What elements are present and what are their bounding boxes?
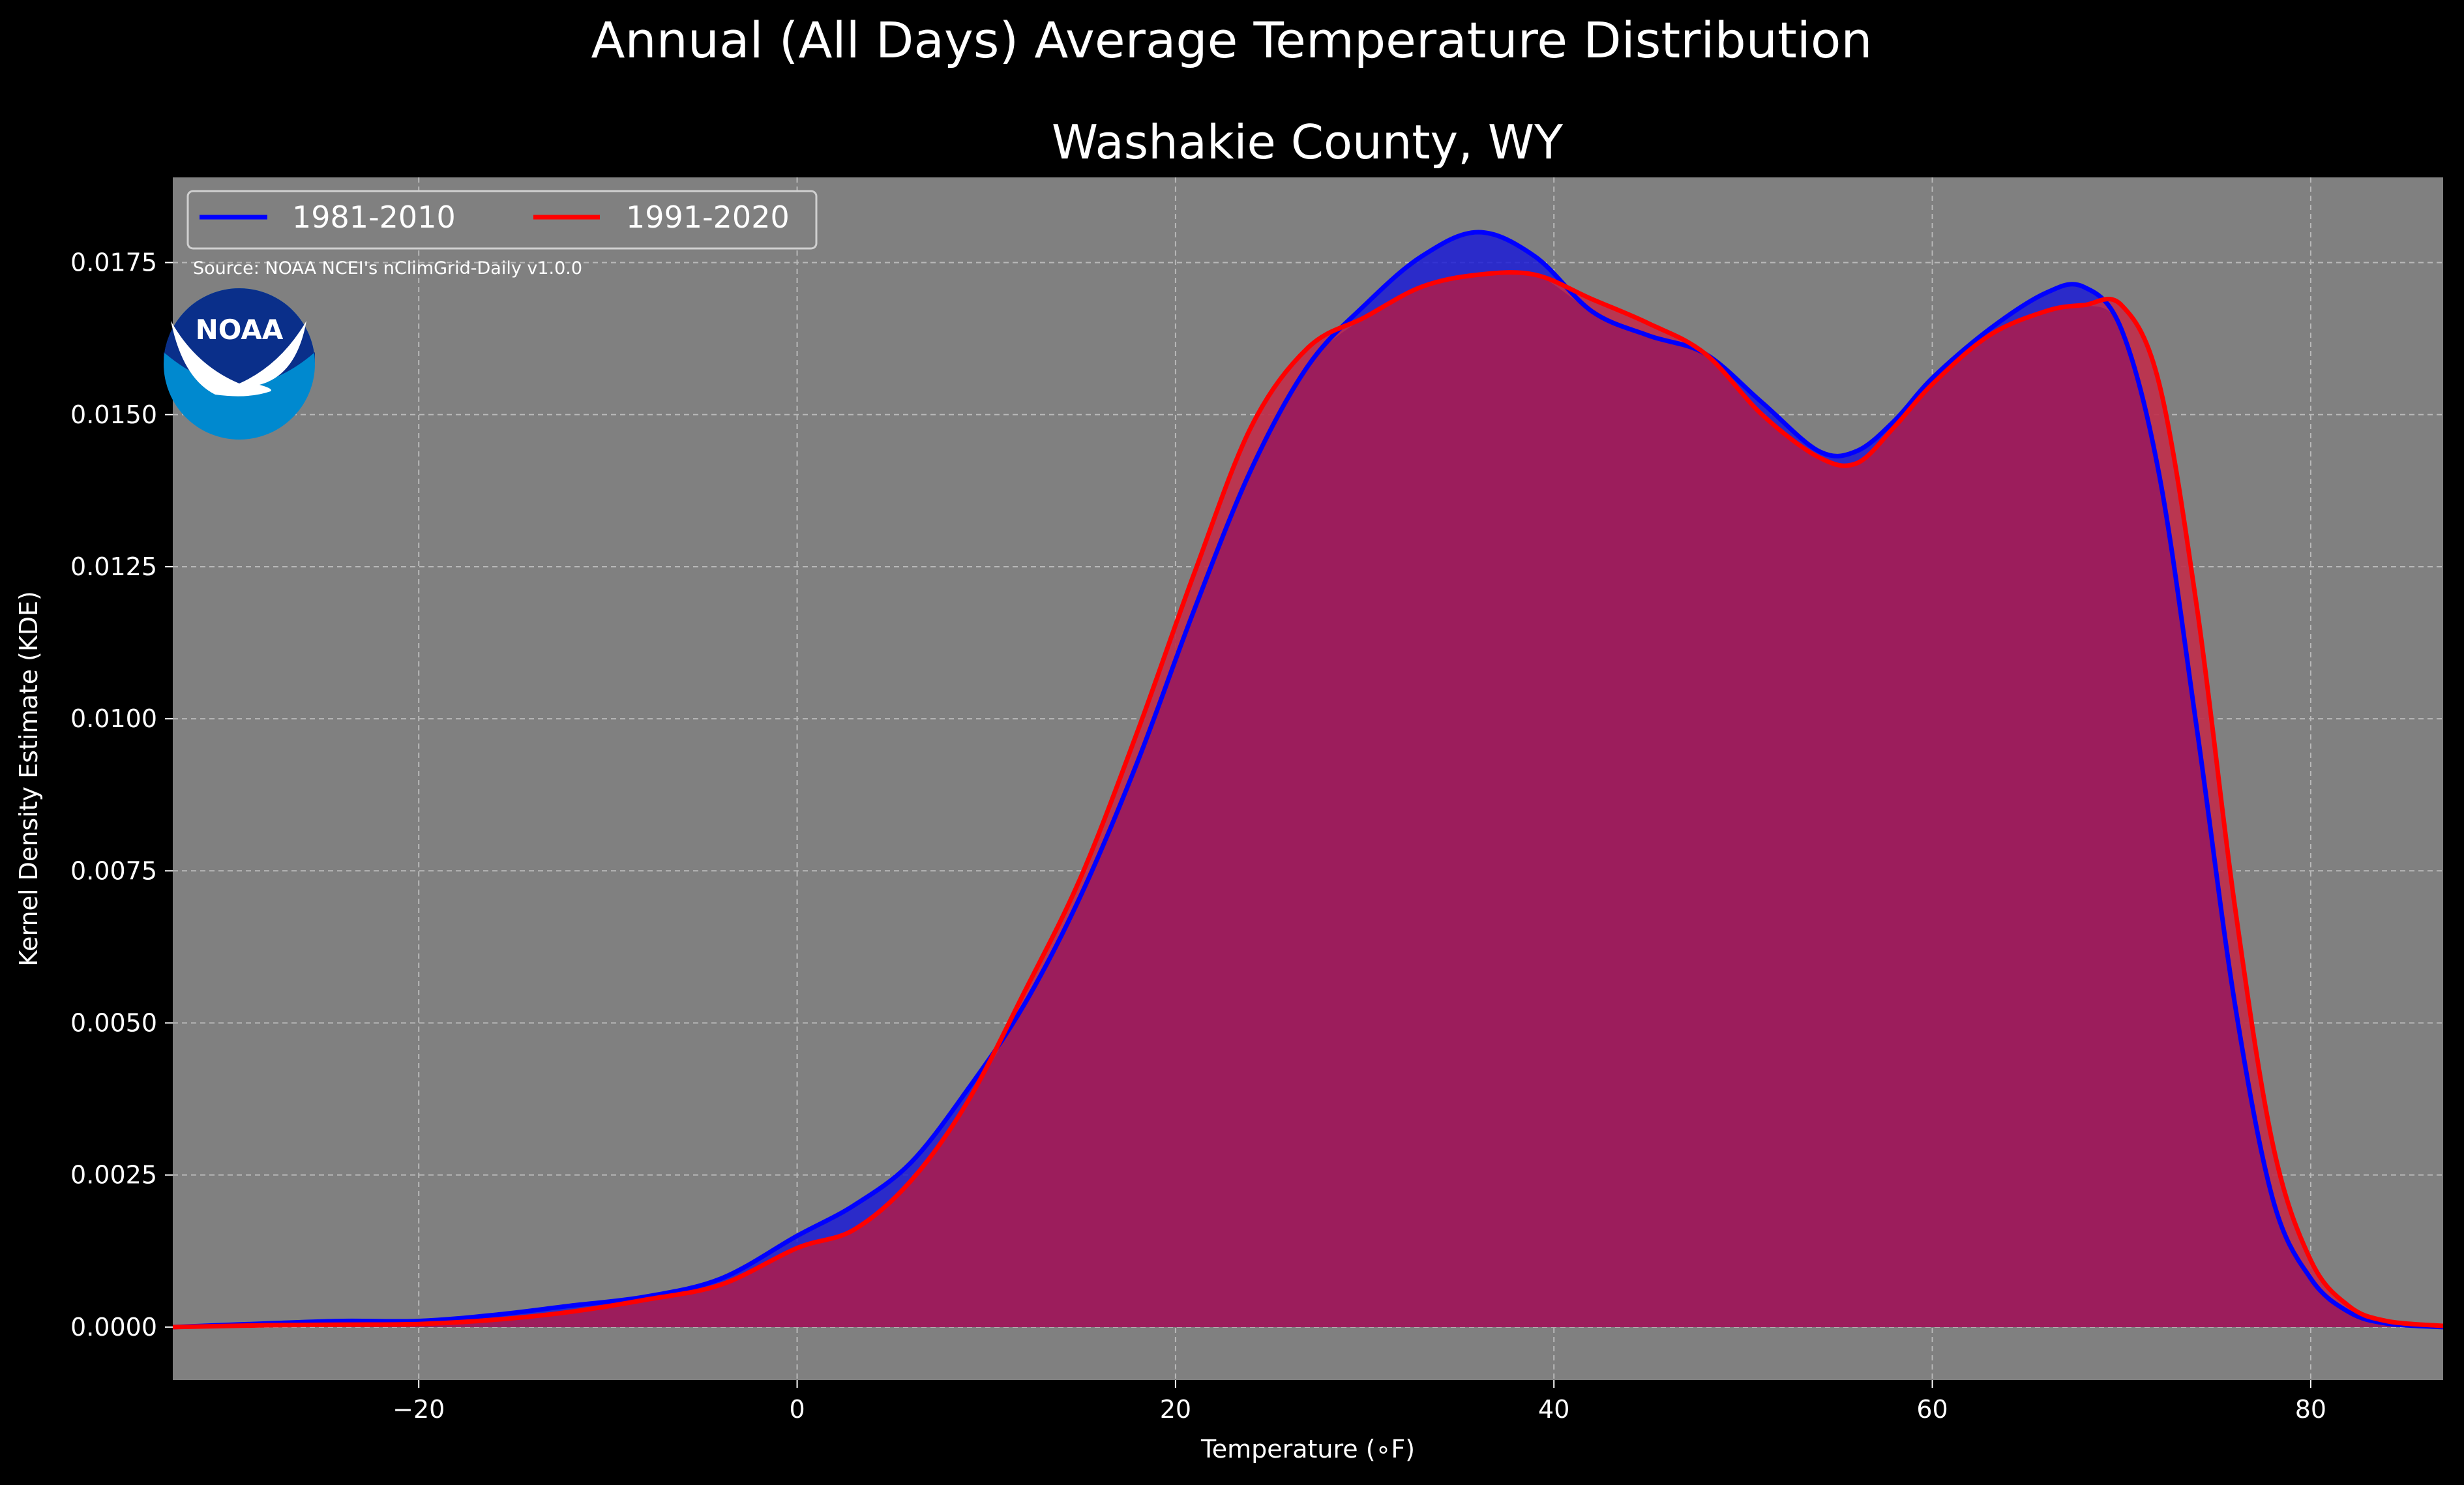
line-1991-2020 [173,270,2443,1330]
y-tick-label: 0.0175 [70,248,157,277]
axis-ticks: −20 0 20 40 60 80 0.0000 0.0025 0.0050 0.0075 0.01… [70,248,2326,1424]
x-tick-label: 40 [1538,1395,1569,1424]
legend-label-1981-2010: 1981-2010 [292,200,456,235]
source-note: Source: NOAA NCEI's nClimGrid-Daily v1.0… [193,258,582,278]
x-tick-label: 60 [1916,1395,1948,1424]
density-fills [173,232,2443,1327]
y-tick-label: 0.0050 [70,1008,157,1037]
y-tick-label: 0.0000 [70,1313,157,1342]
y-axis-label: Kernel Density Estimate (KDE) [14,591,43,967]
y-tick-label: 0.0075 [70,856,157,885]
y-tick-label: 0.0150 [70,400,157,429]
chart-title: Washakie County, WY [1052,115,1564,170]
y-tick-label: 0.0100 [70,704,157,733]
noaa-logo: NOAA [164,288,315,440]
line-1981-2010 [173,230,2443,1330]
y-tick-label: 0.0025 [70,1161,157,1190]
x-tick-label: −20 [393,1395,445,1424]
x-axis-label: Temperature (∘F) [1200,1435,1415,1463]
y-tick-label: 0.0125 [70,552,157,581]
logo-text: NOAA [196,314,284,346]
legend-frame [186,190,818,250]
legend: 1981-2010 1991-2020 [186,190,818,250]
logo-seagull-icon [171,321,306,397]
figure-suptitle: Annual (All Days) Average Temperature Di… [591,11,1872,69]
fill-overlap [173,271,2443,1327]
density-lines [173,230,2443,1330]
x-tick-label: 20 [1160,1395,1191,1424]
x-tick-label: 0 [789,1395,805,1424]
legend-label-1991-2020: 1991-2020 [626,200,790,235]
x-tick-label: 80 [2295,1395,2326,1424]
